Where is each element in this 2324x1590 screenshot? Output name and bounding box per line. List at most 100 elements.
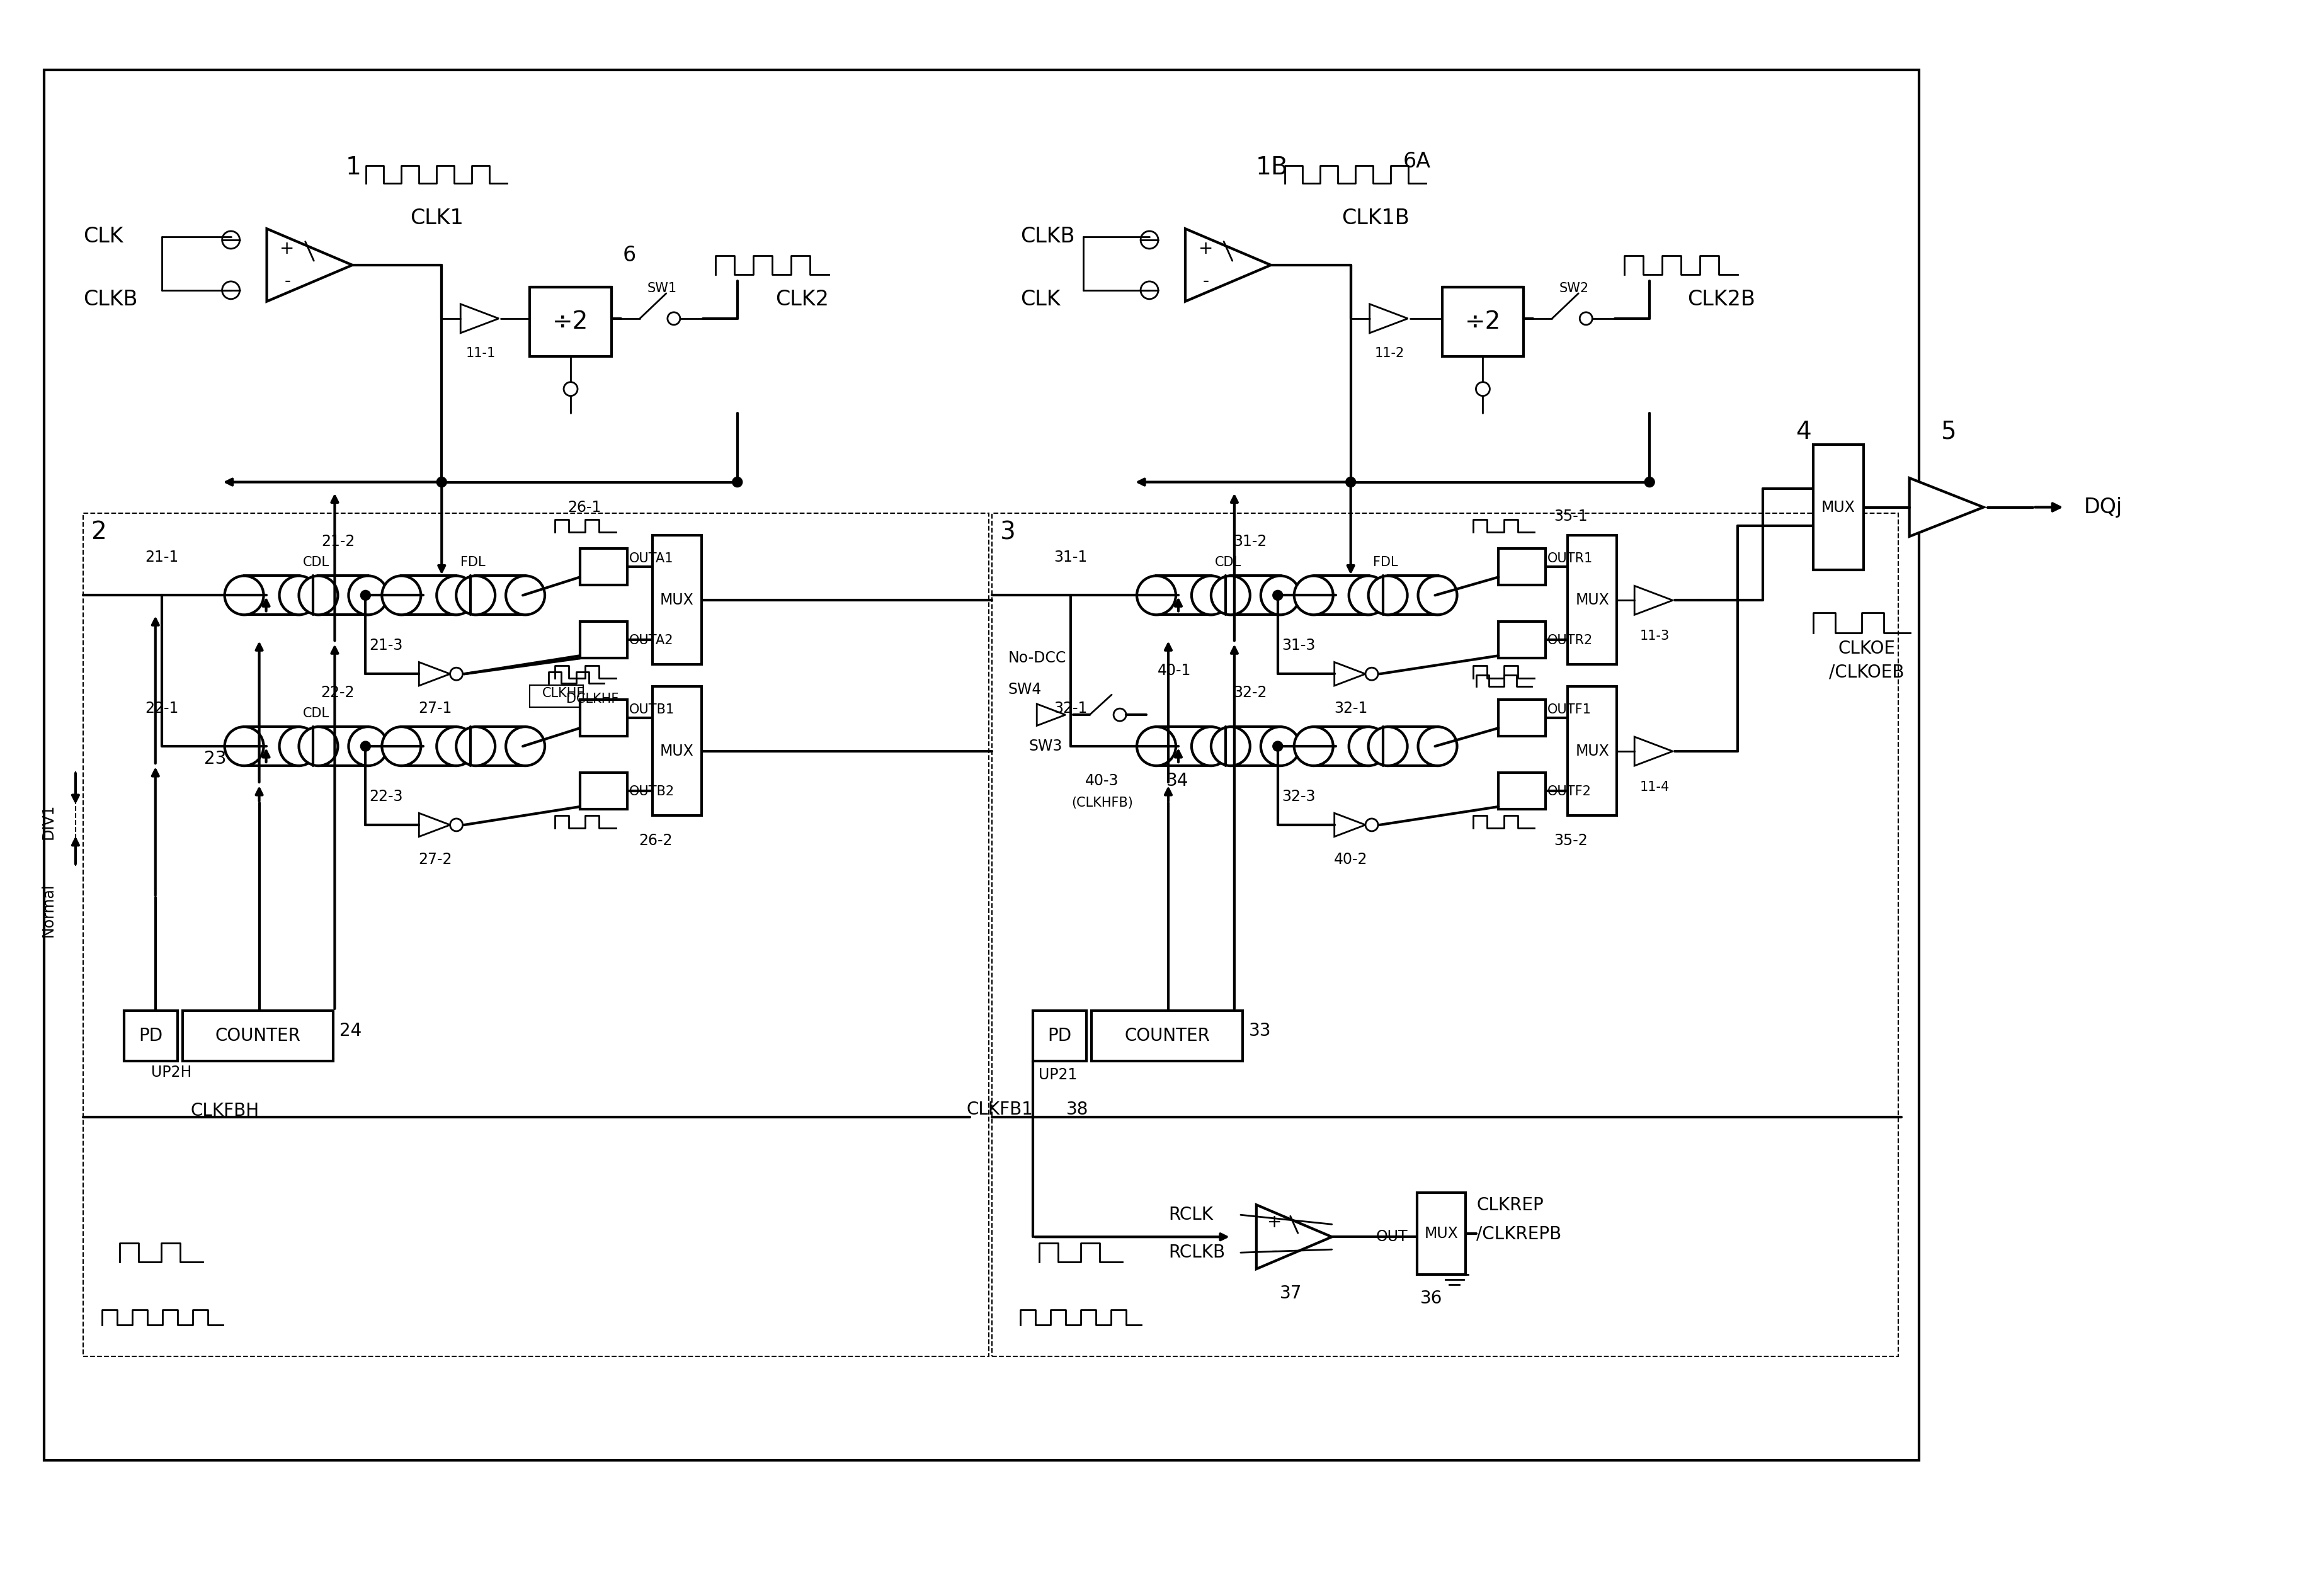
Text: 5: 5 [1941, 420, 1954, 444]
Circle shape [360, 741, 370, 752]
Bar [653, 687, 702, 816]
Circle shape [1141, 231, 1157, 248]
Circle shape [507, 727, 544, 766]
Text: 40-3: 40-3 [1085, 773, 1118, 789]
Bar [1566, 536, 1618, 665]
Circle shape [349, 576, 388, 615]
Polygon shape [1634, 585, 1673, 615]
Text: -: - [1202, 272, 1208, 289]
Circle shape [223, 231, 239, 248]
Circle shape [732, 477, 741, 487]
Text: SW2: SW2 [1559, 281, 1590, 294]
Bar [1415, 1192, 1466, 1275]
Text: -: - [1271, 1242, 1278, 1259]
Bar [476, 576, 525, 615]
Text: 31-2: 31-2 [1234, 534, 1267, 550]
Circle shape [360, 590, 370, 601]
Text: 22-2: 22-2 [321, 685, 356, 700]
Circle shape [1348, 727, 1387, 766]
Polygon shape [1634, 736, 1673, 766]
Text: 40-1: 40-1 [1157, 663, 1192, 679]
Circle shape [1260, 727, 1299, 766]
Circle shape [1418, 727, 1457, 766]
Text: CLKFBH: CLKFBH [191, 1102, 258, 1119]
Text: 1B: 1B [1255, 156, 1287, 180]
Bar [318, 576, 367, 615]
Bar [530, 685, 583, 708]
Text: 21-2: 21-2 [321, 534, 356, 550]
Circle shape [1580, 312, 1592, 324]
Text: 35-2: 35-2 [1552, 833, 1587, 847]
Bar [1155, 727, 1211, 766]
Bar [1441, 288, 1522, 356]
Text: 21-3: 21-3 [370, 638, 402, 653]
Polygon shape [460, 304, 500, 332]
Text: 22-3: 22-3 [370, 789, 402, 805]
Text: SW3: SW3 [1030, 739, 1062, 754]
Text: MUX: MUX [660, 744, 693, 758]
Circle shape [1141, 281, 1157, 299]
Circle shape [1643, 477, 1655, 487]
Circle shape [1271, 590, 1283, 601]
Text: -: - [284, 272, 290, 289]
Text: /CLKREPB: /CLKREPB [1476, 1224, 1562, 1242]
Bar [1155, 576, 1211, 615]
Text: 32-1: 32-1 [1334, 701, 1367, 716]
Text: (CLKHFB): (CLKHFB) [1071, 797, 1132, 809]
Circle shape [1364, 819, 1378, 832]
Text: UP21: UP21 [1039, 1067, 1078, 1083]
Text: CLK1B: CLK1B [1341, 207, 1408, 229]
Text: 33: 33 [1248, 1022, 1271, 1040]
Bar [181, 1010, 332, 1061]
Circle shape [1192, 727, 1229, 766]
Text: 36: 36 [1420, 1289, 1441, 1307]
Text: OUTF2: OUTF2 [1548, 785, 1592, 798]
Text: CLKB: CLKB [1020, 226, 1074, 246]
Text: 11-1: 11-1 [465, 347, 495, 359]
Text: CDL: CDL [1215, 556, 1241, 569]
Circle shape [1260, 576, 1299, 615]
Circle shape [1136, 727, 1176, 766]
Bar [1032, 1010, 1085, 1061]
Bar [1387, 727, 1436, 766]
Circle shape [451, 819, 462, 832]
Polygon shape [1255, 1205, 1332, 1269]
Text: SW1: SW1 [646, 281, 676, 294]
Text: OUTF1: OUTF1 [1548, 703, 1592, 716]
Text: CDL: CDL [302, 708, 330, 720]
Bar [44, 70, 1917, 1460]
Bar [1313, 576, 1369, 615]
Text: CDL: CDL [302, 556, 330, 569]
Text: /CLKOEB: /CLKOEB [1829, 663, 1903, 681]
Text: ÷2: ÷2 [553, 310, 588, 334]
Bar [653, 536, 702, 665]
Circle shape [1369, 576, 1406, 615]
Text: CLKB: CLKB [84, 289, 137, 310]
Text: 6: 6 [623, 245, 637, 266]
Text: 24: 24 [339, 1022, 363, 1040]
Bar [1313, 727, 1369, 766]
Text: MUX: MUX [1576, 744, 1608, 758]
Text: CLK2B: CLK2B [1687, 289, 1755, 310]
Text: 27-2: 27-2 [418, 852, 453, 867]
Text: RCLK: RCLK [1169, 1207, 1213, 1224]
Circle shape [1294, 727, 1332, 766]
Circle shape [1346, 477, 1355, 487]
Polygon shape [1334, 661, 1364, 685]
Polygon shape [1037, 704, 1064, 725]
Bar [1499, 549, 1545, 585]
Text: 31-3: 31-3 [1281, 638, 1315, 653]
Bar [1499, 700, 1545, 736]
Circle shape [451, 668, 462, 681]
Text: DQj: DQj [2082, 496, 2122, 518]
Text: 23: 23 [205, 750, 225, 768]
Circle shape [667, 312, 681, 324]
Text: DCLKHF: DCLKHF [567, 693, 618, 706]
Bar [530, 288, 611, 356]
Text: OUTA1: OUTA1 [630, 552, 674, 564]
Text: COUNTER: COUNTER [1125, 1027, 1208, 1045]
Text: UP2H: UP2H [151, 1065, 191, 1080]
Bar [1387, 576, 1436, 615]
Text: Normal: Normal [42, 882, 56, 937]
Polygon shape [1334, 812, 1364, 836]
